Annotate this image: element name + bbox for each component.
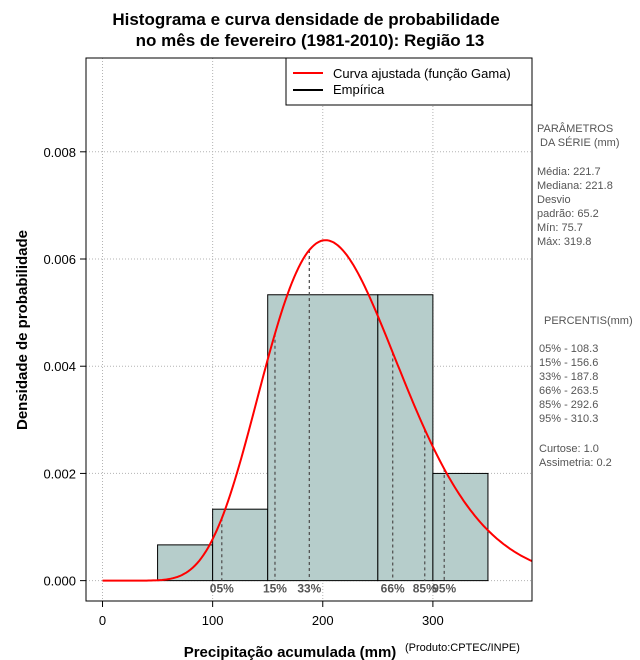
y-tick-label-2: 0.004	[43, 359, 76, 374]
percentile-lines-layer: 05% 15% 33% 66% 85%95%	[210, 250, 457, 596]
chart-title-line2: no mês de fevereiro (1981-2010): Região …	[136, 31, 485, 50]
bars-layer	[157, 294, 489, 582]
x-axis-label: Precipitação acumulada (mm)	[184, 644, 397, 660]
percentile-line-label-2: 33%	[297, 582, 321, 596]
histogram-bar-2	[267, 294, 379, 582]
x-tick-label-3: 300	[422, 613, 444, 628]
x-tick-label-1: 100	[202, 613, 224, 628]
percentiles-title: PERCENTIS(mm)	[544, 315, 633, 327]
param-max: Máx: 319.8	[537, 236, 591, 248]
param-min: Mín: 75.7	[537, 222, 583, 234]
percentile-05: 05% - 108.3	[539, 343, 598, 355]
legend: Curva ajustada (função Gama) Empírica	[285, 57, 533, 106]
percentiles-panel: PERCENTIS(mm) 05% - 108.3 15% - 156.6 33…	[539, 315, 633, 469]
param-desvio-2: padrão: 65.2	[537, 208, 599, 220]
percentile-85: 85% - 292.6	[539, 399, 598, 411]
legend-box	[285, 57, 533, 106]
gamma-curve	[102, 239, 533, 582]
y-tick-label-0: 0.000	[43, 574, 76, 589]
percentile-15: 15% - 156.6	[539, 357, 598, 369]
x-tick-label-2: 200	[312, 613, 334, 628]
legend-label-curve: Curva ajustada (função Gama)	[333, 66, 511, 81]
kurtosis-value: Curtose: 1.0	[539, 443, 599, 455]
param-mediana: Mediana: 221.8	[537, 180, 613, 192]
ticks-layer: 0 100 200 300 0.000 0.002 0.004 0.006 0.008	[43, 145, 443, 628]
skewness-value: Assimetria: 0.2	[539, 457, 612, 469]
y-tick-label-1: 0.002	[43, 466, 76, 481]
credit-label: (Produto:CPTEC/INPE)	[405, 642, 520, 654]
percentile-line-label-4: 85%	[413, 582, 437, 596]
histogram-bar-0	[157, 544, 214, 582]
percentile-line-label-5: 95%	[432, 582, 456, 596]
chart-title-line1: Histograma e curva densidade de probabil…	[112, 10, 499, 29]
param-desvio-1: Desvio	[537, 194, 571, 206]
percentile-33: 33% - 187.8	[539, 371, 598, 383]
percentile-66: 66% - 263.5	[539, 385, 598, 397]
histogram-bar-4	[432, 472, 489, 582]
y-axis-label: Densidade de probabilidade	[14, 230, 31, 430]
param-media: Média: 221.7	[537, 166, 601, 178]
params-title-2: DA SÉRIE (mm)	[537, 136, 620, 149]
x-tick-label-0: 0	[99, 613, 106, 628]
legend-label-empirical: Empírica	[333, 82, 385, 97]
params-title-1: PARÂMETROS	[537, 122, 613, 135]
percentile-line-label-0: 05%	[210, 582, 234, 596]
series-parameters-panel: PARÂMETROS DA SÉRIE (mm) Média: 221.7 Me…	[537, 122, 620, 248]
percentile-line-label-3: 66%	[381, 582, 405, 596]
percentile-line-label-1: 15%	[263, 582, 287, 596]
percentile-95: 95% - 310.3	[539, 413, 598, 425]
histogram-bar-3	[377, 294, 434, 582]
y-tick-label-4: 0.008	[43, 145, 76, 160]
y-tick-label-3: 0.006	[43, 252, 76, 267]
